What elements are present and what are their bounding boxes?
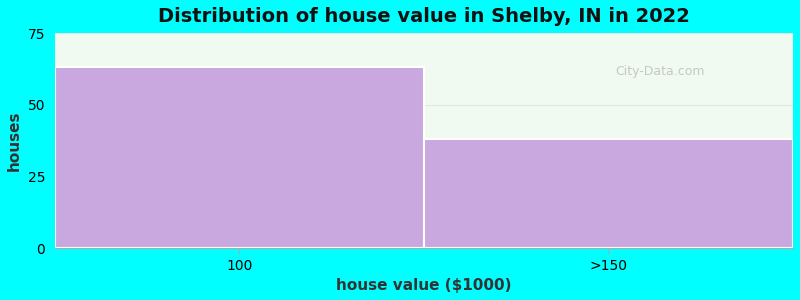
Y-axis label: houses: houses [7,110,22,171]
Text: City-Data.com: City-Data.com [615,65,705,78]
Title: Distribution of house value in Shelby, IN in 2022: Distribution of house value in Shelby, I… [158,7,690,26]
Bar [54,68,424,248]
Bar [424,139,793,248]
X-axis label: house value ($1000): house value ($1000) [336,278,512,293]
